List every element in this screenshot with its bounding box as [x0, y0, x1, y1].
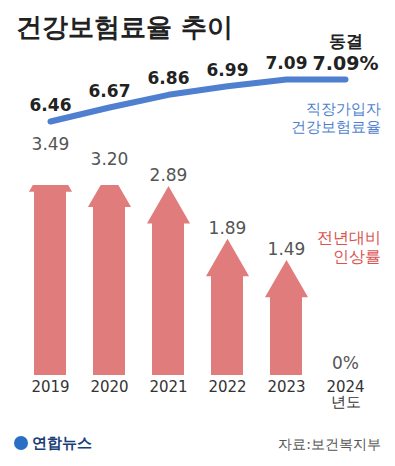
- svg-text:1.49: 1.49: [268, 239, 306, 259]
- svg-text:6.67: 6.67: [89, 81, 131, 101]
- svg-text:7.09: 7.09: [266, 53, 308, 73]
- svg-text:6.46: 6.46: [30, 95, 72, 115]
- svg-text:2021: 2021: [149, 378, 187, 396]
- html-text:전년대비: 전년대비: [317, 228, 381, 247]
- html-text:건강보험료율 추이: 건강보험료율 추이: [16, 12, 234, 42]
- html-text:직장가입자: 직장가입자: [306, 100, 381, 118]
- svg-text:동결: 동결: [329, 31, 363, 51]
- html-text:건강보험료율: 건강보험료율: [291, 118, 381, 136]
- svg-text:0%: 0%: [332, 353, 359, 373]
- svg-text:3.20: 3.20: [91, 149, 129, 169]
- svg-text:6.86: 6.86: [148, 68, 190, 88]
- svg-text:2.89: 2.89: [150, 165, 188, 185]
- svg-text:2024년도: 2024년도: [326, 378, 364, 411]
- svg-text:2022: 2022: [208, 378, 246, 396]
- html-text:인상률: 인상률: [333, 247, 381, 267]
- svg-text:7.09%: 7.09%: [313, 52, 379, 74]
- svg-text:2020: 2020: [90, 378, 128, 396]
- svg-text:6.99: 6.99: [207, 60, 249, 80]
- html-text:연합뉴스: 연합뉴스: [32, 434, 92, 452]
- svg-text:2023: 2023: [267, 378, 305, 396]
- svg-text:1.89: 1.89: [209, 218, 247, 238]
- html-text:자료:보건복지부: 자료:보건복지부: [278, 436, 381, 452]
- svg-text:3.49: 3.49: [32, 134, 70, 154]
- svg-text:2019: 2019: [31, 378, 69, 396]
